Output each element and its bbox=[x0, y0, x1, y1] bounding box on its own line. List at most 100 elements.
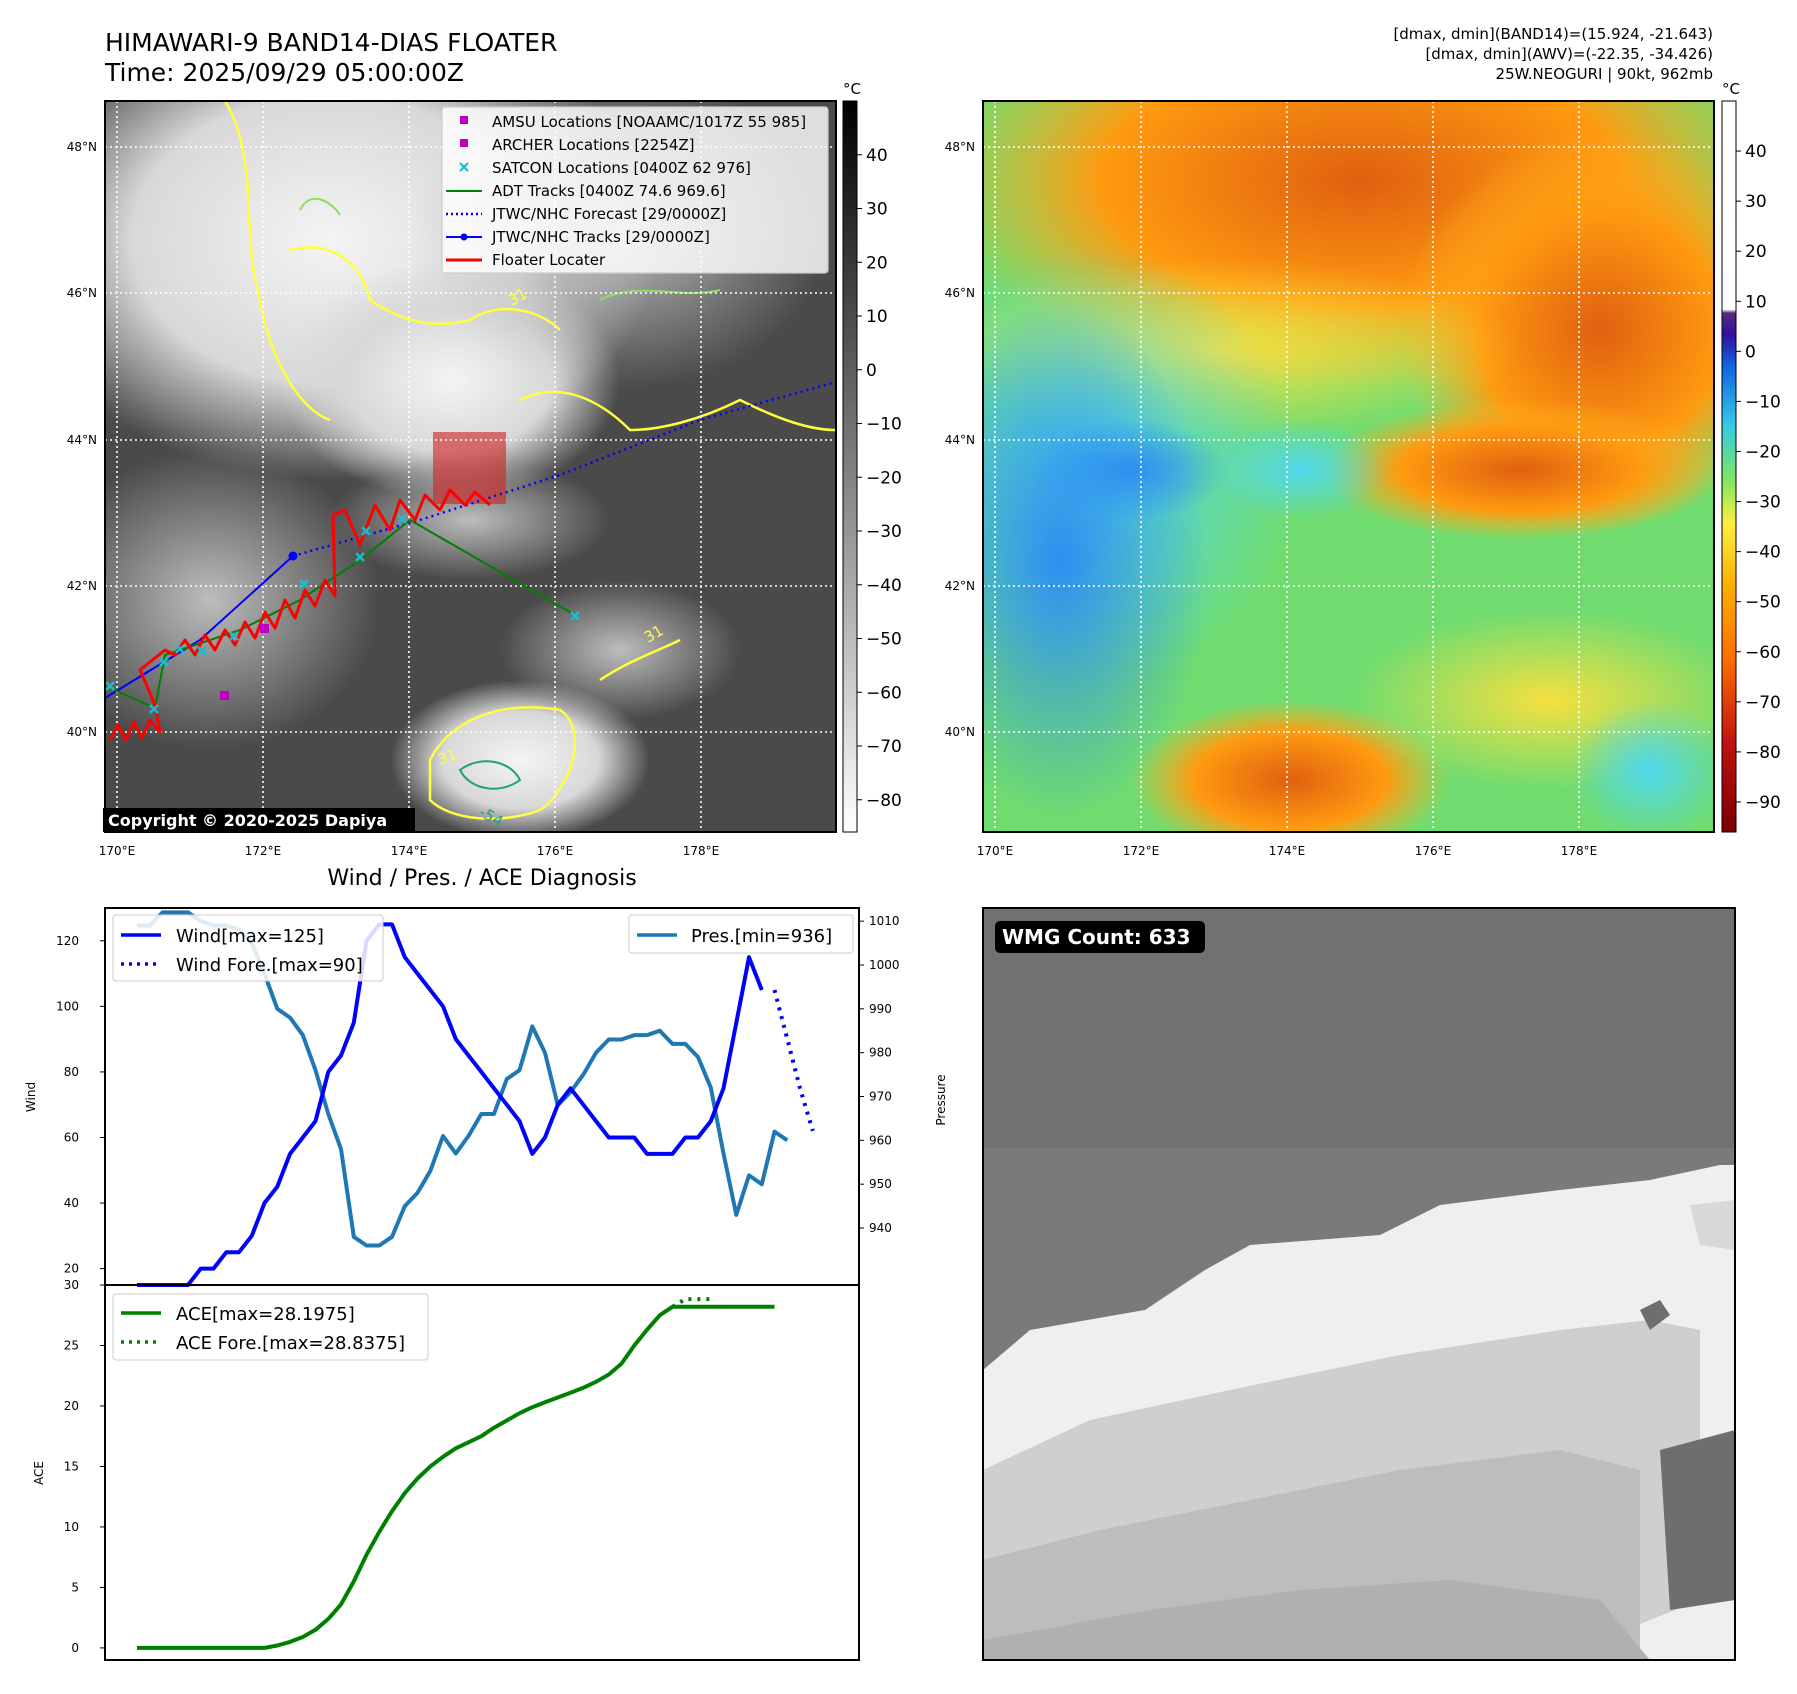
ace-fore-legend-label: ACE Fore.[max=28.8375] bbox=[176, 1333, 405, 1354]
wv-colorbar-ticks: 40 30 20 10 0 −10 −20 −30 −40 −50 −60 −70 −80 −90 bbox=[1736, 142, 1781, 813]
lon-label: 176°E bbox=[1415, 844, 1452, 858]
pressure-ytick-label: 980 bbox=[869, 1046, 892, 1060]
wv-map-panel: 170°E 172°E 174°E 176°E 178°E 48°N 46°N … bbox=[945, 100, 1715, 858]
pressure-ytick-label: 950 bbox=[869, 1177, 892, 1191]
ir-colorbar-tick-label: 0 bbox=[866, 361, 877, 381]
wmg-panel: WMG Count: 633 bbox=[982, 907, 1736, 1661]
ir-colorbar-tick-label: −50 bbox=[866, 630, 902, 650]
legend-jtwc-forecast-label: JTWC/NHC Forecast [29/0000Z] bbox=[491, 205, 726, 223]
info-storm: 25W.NEOGURI | 90kt, 962mb bbox=[1496, 65, 1713, 83]
ir-colorbar-gradient bbox=[842, 100, 858, 833]
wind-fore-legend-label: Wind Fore.[max=90] bbox=[176, 955, 363, 976]
jtwc-track-point bbox=[288, 551, 298, 561]
ace-ytick-label: 25 bbox=[64, 1338, 79, 1352]
figure-title: HIMAWARI-9 BAND14-DIAS FLOATER bbox=[105, 28, 557, 57]
wv-colorbar-tick-label: −60 bbox=[1745, 643, 1781, 663]
ir-colorbar: °C 40 30 20 10 0 −10 −20 −30 −40 −50 −60 −70 −80 bbox=[842, 80, 902, 833]
pressure-axis-ticks: 940 950 960 970 980 990 1000 1010 bbox=[859, 914, 900, 1235]
wv-colorbar-tick-label: −70 bbox=[1745, 693, 1781, 713]
legend-amsu-swatch bbox=[460, 116, 468, 124]
legend-adt-label: ADT Tracks [0400Z 74.6 969.6] bbox=[492, 182, 726, 200]
wv-colorbar-gradient bbox=[1721, 100, 1737, 833]
ir-colorbar-tick-label: −40 bbox=[866, 576, 902, 596]
ir-colorbar-tick-label: −10 bbox=[866, 415, 902, 435]
ir-colorbar-tick-label: 20 bbox=[866, 253, 888, 273]
wind-ytick-label: 100 bbox=[56, 999, 79, 1013]
wv-parallel-gridlines bbox=[983, 146, 1714, 733]
lon-label: 178°E bbox=[1561, 844, 1598, 858]
lat-label: 48°N bbox=[67, 140, 97, 154]
lat-label: 46°N bbox=[67, 286, 97, 300]
ir-map-frame bbox=[104, 100, 837, 833]
wind-ytick-label: 80 bbox=[64, 1065, 79, 1079]
ir-copyright: Copyright © 2020-2025 Dapiya bbox=[103, 808, 415, 832]
wind-ytick-label: 40 bbox=[64, 1196, 79, 1210]
ir-legend: AMSU Locations [NOAAMC/1017Z 55 985] ARC… bbox=[441, 106, 829, 274]
wmg-imagery bbox=[983, 908, 1735, 1660]
wv-colorbar-tick-label: −20 bbox=[1745, 442, 1781, 462]
pressure-ytick-label: 1010 bbox=[869, 914, 900, 928]
wv-colorbar: °C 40 30 20 10 0 −10 −20 −30 −40 −50 −60 −70 −80 −90 bbox=[1721, 80, 1781, 833]
info-awv: [dmax, dmin](AWV)=(-22.35, -34.426) bbox=[1425, 45, 1713, 63]
wv-colorbar-tick-label: −50 bbox=[1745, 593, 1781, 613]
lat-label: 44°N bbox=[945, 433, 975, 447]
pressure-legend-label: Pres.[min=936] bbox=[691, 926, 832, 947]
wv-colorbar-tick-label: −90 bbox=[1745, 793, 1781, 813]
wind-axis-ticks: 20 40 60 80 100 120 bbox=[56, 934, 105, 1276]
wv-colorbar-tick-label: −40 bbox=[1745, 543, 1781, 563]
legend-jtwc-track-dot bbox=[460, 233, 468, 241]
ace-ytick-label: 20 bbox=[64, 1399, 79, 1413]
ace-ytick-label: 30 bbox=[64, 1278, 79, 1292]
lat-label: 42°N bbox=[945, 579, 975, 593]
lon-label: 174°E bbox=[391, 844, 428, 858]
ace-legend: ACE[max=28.1975] ACE Fore.[max=28.8375] bbox=[112, 1293, 429, 1361]
pressure-ytick-label: 970 bbox=[869, 1090, 892, 1104]
ir-colorbar-tick-label: 10 bbox=[866, 307, 888, 327]
ir-colorbar-ticks: 40 30 20 10 0 −10 −20 −30 −40 −50 −60 −70 −80 bbox=[857, 146, 902, 811]
lon-label: 172°E bbox=[245, 844, 282, 858]
satcon-markers bbox=[105, 514, 580, 714]
ir-colorbar-tick-label: −60 bbox=[866, 683, 902, 703]
wv-colorbar-tick-label: −10 bbox=[1745, 392, 1781, 412]
wind-ytick-label: 60 bbox=[64, 1130, 79, 1144]
legend-jtwc-track-label: JTWC/NHC Tracks [29/0000Z] bbox=[491, 228, 710, 246]
wv-meridian-gridlines bbox=[994, 101, 1580, 832]
ace-series bbox=[137, 1297, 775, 1650]
pressure-legend: Pres.[min=936] bbox=[628, 914, 854, 954]
wind-ylabel: Wind bbox=[24, 1082, 38, 1112]
wind-forecast-line bbox=[772, 989, 815, 1132]
ir-colorbar-tick-label: −30 bbox=[866, 522, 902, 542]
wind-legend: Wind[max=125] Wind Fore.[max=90] bbox=[112, 914, 384, 982]
ir-colorbar-unit: °C bbox=[843, 80, 861, 98]
ir-map-panel: 31 31 31 -54 Copyright © 2020-2025 Dapiy… bbox=[67, 100, 837, 858]
legend-satcon-swatch bbox=[459, 162, 469, 172]
legend-archer-label: ARCHER Locations [2254Z] bbox=[492, 136, 695, 154]
floater-locater-line bbox=[108, 488, 491, 742]
figure-time: Time: 2025/09/29 05:00:00Z bbox=[104, 58, 464, 87]
lat-label: 48°N bbox=[945, 140, 975, 154]
diagnosis-title: Wind / Pres. / ACE Diagnosis bbox=[327, 866, 636, 891]
lon-label: 178°E bbox=[683, 844, 720, 858]
wind-ytick-label: 120 bbox=[56, 934, 79, 948]
ace-legend-label: ACE[max=28.1975] bbox=[176, 1304, 355, 1325]
pressure-ytick-label: 990 bbox=[869, 1002, 892, 1016]
lon-label: 176°E bbox=[537, 844, 574, 858]
ace-chart-frame bbox=[104, 1284, 860, 1661]
lon-label: 170°E bbox=[99, 844, 136, 858]
ir-colorbar-tick-label: −20 bbox=[866, 468, 902, 488]
jtwc-track-line bbox=[105, 555, 294, 699]
svg-text:Copyright © 2020-2025 Dapiya: Copyright © 2020-2025 Dapiya bbox=[108, 811, 387, 830]
legend-amsu-label: AMSU Locations [NOAAMC/1017Z 55 985] bbox=[492, 113, 806, 131]
ace-ytick-label: 5 bbox=[71, 1580, 79, 1594]
ir-colorbar-tick-label: 30 bbox=[866, 200, 888, 220]
wind-line bbox=[137, 922, 764, 1287]
amsu-marker bbox=[220, 691, 229, 700]
ace-chart: 0 5 10 15 20 25 30 ACE ACE[max=28.1975] ACE Fo… bbox=[32, 1278, 860, 1661]
archer-marker bbox=[260, 624, 269, 633]
lat-label: 40°N bbox=[945, 725, 975, 739]
wv-map-frame bbox=[982, 100, 1715, 833]
wv-colorbar-tick-label: 10 bbox=[1745, 292, 1767, 312]
ir-lon-labels: 170°E 172°E 174°E 176°E 178°E bbox=[99, 844, 720, 858]
wv-colorbar-unit: °C bbox=[1722, 80, 1740, 98]
